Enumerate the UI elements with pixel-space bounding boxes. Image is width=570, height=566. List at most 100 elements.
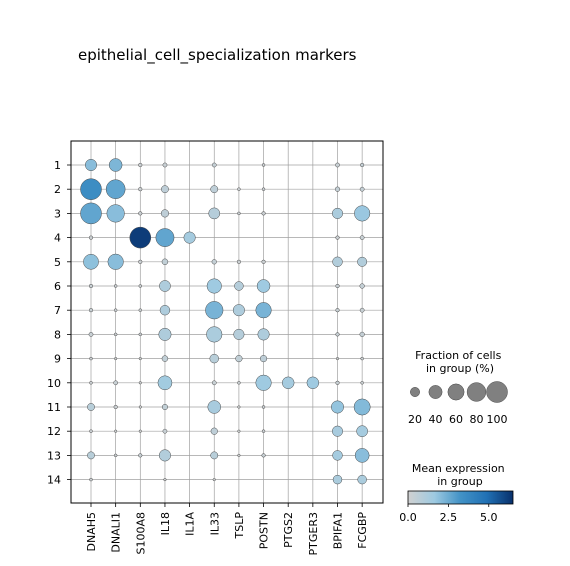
dot-S100A8-group-6: [138, 284, 143, 288]
dot-DNALI1-group-8: [113, 332, 118, 337]
dot-BPIFA1-group-12: [332, 425, 343, 437]
size-legend-title: Fraction of cells in group (%): [415, 349, 505, 375]
size-legend-dot: [466, 382, 487, 402]
dot-DNALI1-group-10: [113, 380, 119, 386]
dot-IL18-group-7: [159, 305, 171, 316]
dot-FCGBP-group-12: [356, 425, 368, 438]
y-tick-label: 3: [54, 207, 61, 220]
color-legend-title-line-1: Mean expression: [412, 462, 505, 475]
colorbar-ticks: 0.0 2.5 5.0: [399, 504, 498, 524]
colorbar-tick-label: 0.0: [399, 511, 417, 524]
y-tick-label: 13: [47, 449, 61, 462]
size-legend-title-line-1: Fraction of cells: [415, 349, 501, 362]
dot-S100A8-group-1: [138, 162, 143, 168]
dot-PTGER3-group-10: [306, 376, 320, 389]
dot-IL18-group-4: [155, 228, 175, 247]
size-legend-items: 20 40 60 80 100: [408, 381, 508, 426]
dot-S100A8-group-3: [138, 211, 143, 216]
dot-DNAH5-group-7: [88, 308, 94, 313]
dot-IL18-group-8: [158, 327, 172, 341]
dot-TSLP-group-13: [237, 453, 241, 457]
dot-S100A8-group-8: [138, 332, 143, 337]
x-tick-label: IL33: [208, 512, 221, 535]
dot-S100A8-group-2: [138, 187, 143, 192]
y-tick-label: 5: [54, 256, 61, 269]
dot-IL33-group-8: [206, 326, 223, 343]
size-legend-label: 20: [408, 413, 422, 426]
dot-DNAH5-group-14: [89, 477, 93, 482]
size-legend-dot: [447, 383, 465, 401]
x-tick-label: PTGER3: [307, 512, 320, 555]
dot-TSLP-group-11: [237, 405, 241, 409]
x-tick-label: BPIFA1: [332, 512, 345, 549]
dot-DNALI1-group-13: [113, 453, 118, 458]
size-legend-label: 100: [487, 413, 508, 426]
y-tick-label: 12: [47, 425, 61, 438]
dot-FCGBP-group-3: [354, 205, 371, 222]
dot-POSTN-group-9: [259, 355, 268, 363]
dot-DNAH5-group-5: [83, 253, 99, 270]
dot-IL33-group-10: [211, 380, 217, 386]
dot-FCGBP-group-11: [353, 398, 371, 416]
dot-DNAH5-group-13: [87, 451, 95, 460]
x-tick-label: IL1A: [184, 512, 197, 536]
dot-IL33-group-14: [212, 478, 216, 482]
dot-IL33-group-7: [205, 301, 224, 320]
dot-POSTN-group-8: [257, 328, 270, 341]
dot-DNAH5-group-8: [88, 332, 94, 337]
dot-POSTN-group-13: [261, 453, 266, 458]
dot-IL18-group-9: [161, 355, 169, 362]
dot-FCGBP-group-4: [359, 235, 365, 240]
dot-DNALI1-group-5: [107, 253, 124, 270]
dot-BPIFA1-group-4: [335, 235, 340, 240]
dot-BPIFA1-group-1: [335, 162, 340, 168]
y-tick-label: 14: [47, 474, 61, 487]
dot-S100A8-group-9: [138, 357, 142, 361]
x-tick-label: DNAH5: [85, 512, 98, 552]
dot-DNAH5-group-9: [89, 356, 93, 361]
dot-FCGBP-group-8: [359, 331, 365, 337]
size-legend-title-line-2: in group (%): [426, 362, 494, 375]
dot-POSTN-group-7: [255, 302, 272, 319]
dot-POSTN-group-10: [255, 374, 272, 391]
dot-S100A8-group-11: [138, 405, 142, 409]
x-tick-label: IL18: [159, 512, 172, 535]
size-legend-dot: [410, 387, 420, 397]
dot-IL33-group-6: [206, 278, 222, 294]
dot-BPIFA1-group-13: [332, 450, 343, 461]
dot-FCGBP-group-7: [359, 307, 365, 313]
dot-FCGBP-group-10: [360, 381, 364, 385]
dot-TSLP-group-3: [237, 211, 241, 216]
dot-TSLP-group-2: [237, 187, 241, 191]
dot-BPIFA1-group-11: [331, 400, 344, 414]
dot-IL18-group-11: [161, 403, 168, 411]
dot-DNAH5-group-3: [80, 202, 102, 225]
dot-FCGBP-group-6: [359, 283, 365, 289]
x-tick-label: FCGBP: [356, 512, 369, 549]
dot-IL1A-group-4: [183, 231, 196, 244]
dot-S100A8-group-12: [138, 429, 142, 433]
dot-FCGBP-group-9: [360, 356, 364, 361]
dot-POSTN-group-3: [261, 211, 266, 216]
size-legend-dot: [486, 381, 508, 403]
dot-POSTN-group-2: [261, 187, 266, 191]
y-tick-label: 4: [54, 232, 61, 245]
dot-BPIFA1-group-2: [334, 186, 341, 192]
dot-FCGBP-group-5: [357, 256, 368, 267]
dot-TSLP-group-9: [235, 355, 243, 363]
y-tick-label: 2: [54, 183, 61, 196]
dot-IL18-group-14: [163, 478, 167, 482]
y-tick-label: 8: [54, 328, 61, 341]
dot-S100A8-group-10: [138, 381, 142, 385]
dot-TSLP-group-12: [237, 429, 241, 433]
dot-DNAH5-group-12: [89, 429, 93, 433]
dot-DNAH5-group-1: [85, 159, 97, 171]
x-tick-label: DNALI1: [110, 512, 123, 553]
dot-DNAH5-group-2: [80, 178, 102, 200]
chart-title: epithelial_cell_specialization markers: [78, 46, 357, 65]
dot-TSLP-group-6: [234, 281, 244, 291]
dot-IL18-group-12: [162, 428, 168, 434]
size-legend-dot: [428, 385, 443, 399]
